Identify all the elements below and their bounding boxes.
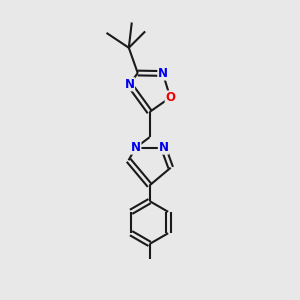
Text: N: N [124,78,134,91]
Text: N: N [158,141,168,154]
Text: N: N [131,141,141,154]
Text: O: O [165,91,175,104]
Text: N: N [158,67,168,80]
